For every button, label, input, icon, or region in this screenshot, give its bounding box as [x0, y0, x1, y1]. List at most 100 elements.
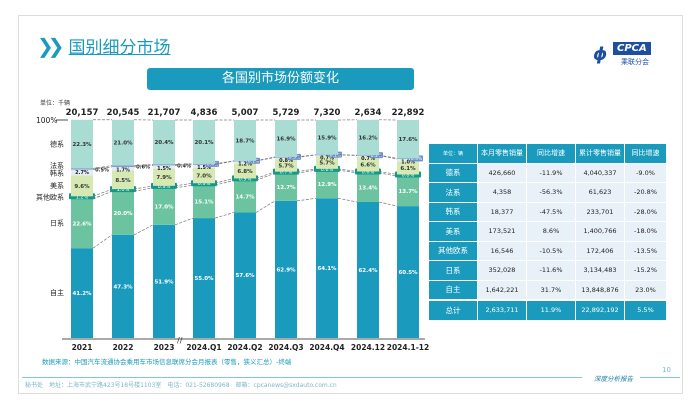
data-label: 20.0% [113, 211, 133, 217]
table-row: 韩系 18,377 -47.5% 233,701 -28.0% [428, 201, 667, 222]
dashed-connector [255, 171, 276, 179]
data-label: 6.6% [360, 162, 376, 168]
unit-label: 单位：千辆 [40, 100, 71, 107]
bar-segment-法系 [275, 156, 297, 158]
dashed-connector [174, 182, 194, 187]
data-label: 20.1% [194, 140, 214, 146]
dashed-connector [378, 155, 398, 160]
data-label: 1.2% [238, 161, 252, 167]
data-label: 18.7% [235, 138, 255, 144]
data-label: 0.3% [289, 155, 301, 161]
dashed-connector [214, 178, 235, 184]
bar-segment-日系 [193, 185, 215, 219]
dashed-connector [296, 169, 317, 174]
category-label: 2024.12 [351, 343, 385, 352]
dashed-connector [133, 185, 154, 190]
dashed-connector [174, 163, 194, 165]
data-label: 0.5% [95, 167, 109, 173]
bar-segment-韩系 [357, 155, 379, 158]
category-label: 2024.Q2 [227, 343, 262, 352]
data-label: 13.7% [398, 189, 418, 195]
table-cell: -47.5% [526, 201, 576, 222]
bar-segment-韩系 [193, 164, 215, 168]
data-label: 1.0% [401, 160, 415, 166]
table-total-row: 总计 2,633,711 11.9% 22,892,192 5.5% [428, 299, 667, 321]
bar-segment-韩系 [112, 166, 134, 171]
bar-segment-日系 [397, 176, 419, 207]
dashed-connector [92, 234, 113, 249]
dashed-connector [133, 164, 154, 168]
total-label: 7,320 [314, 108, 341, 118]
row-label: 日系 [428, 260, 478, 281]
data-label: 0.7% [361, 156, 375, 162]
bar-segment-日系 [316, 170, 338, 199]
data-label: 41.2% [72, 291, 92, 297]
data-label: 64.1% [317, 266, 337, 272]
data-label: 15.9% [317, 135, 337, 141]
column-header: 单位：辆 [428, 143, 478, 164]
cpca-logo: ϕ CPCA 乘联分会 [593, 40, 673, 72]
dashed-connector [214, 180, 235, 186]
bar-segment-自主 [316, 198, 338, 338]
dashed-connector [378, 171, 398, 175]
column-header: 同比增速 [624, 143, 667, 164]
dashed-connector [214, 212, 235, 219]
data-label: 12.7% [276, 185, 296, 191]
table-cell: 426,660 [477, 162, 527, 183]
dashed-connector [296, 154, 317, 158]
data-label: 5.7% [278, 163, 294, 169]
total-label: 22,892 [392, 108, 425, 118]
footer-divider-right [640, 377, 680, 378]
table-cell: 23.0% [624, 279, 667, 301]
bar-segment-美系 [234, 163, 256, 179]
table-row: 美系 173,521 8.6% 1,400,766 -18.0% [428, 221, 667, 242]
data-label: 7.9% [156, 175, 172, 181]
data-label: 0.4% [177, 163, 191, 169]
bar-segment-美系 [397, 161, 419, 175]
row-label: 法系 [428, 182, 478, 203]
table-cell: 5.5% [624, 299, 667, 321]
data-label: 22.6% [72, 222, 92, 228]
series-label: 日系 [50, 219, 64, 228]
table-header-row: 单位：辆 本月零售销量 同比增速 累计零售销量 同比增速 [428, 143, 667, 164]
series-label: 美系 [50, 181, 64, 190]
dashed-connector [296, 168, 317, 173]
dashed-connector [92, 188, 113, 197]
data-label: 20.4% [154, 140, 174, 146]
bar-segment-德系 [193, 120, 215, 164]
table-cell: -9.0% [624, 162, 667, 183]
dashed-connector [174, 217, 194, 226]
table-cell: -10.5% [526, 240, 576, 261]
dashed-connector [255, 156, 276, 162]
column-header: 累计零售销量 [575, 143, 625, 164]
dashed-connector [92, 166, 113, 170]
dashed-connector [133, 164, 154, 166]
data-label: 7.0% [196, 174, 212, 180]
bar-segment-德系 [357, 119, 379, 156]
bar-segment-日系 [275, 173, 297, 201]
bar-segment-美系 [357, 157, 379, 172]
bar-segment-自主 [112, 234, 134, 338]
data-label: 0.8% [402, 173, 415, 179]
bar-segment-日系 [153, 187, 175, 225]
data-label: 17.6% [398, 137, 418, 143]
table-cell: -56.3% [526, 182, 576, 203]
bar-segment-韩系 [153, 165, 175, 169]
bar-segment-日系 [357, 172, 379, 202]
data-label: 16.9% [276, 136, 296, 142]
bar-segment-法系 [234, 160, 256, 162]
footer-contact: 秘书处 地址：上海市武宁路423号18号楼1103室 电话：021-526809… [25, 382, 337, 389]
data-label: 16.2% [358, 135, 378, 141]
data-label: 1.2% [76, 194, 89, 200]
dashed-connector [378, 201, 398, 207]
category-label: 2024.1-12 [387, 343, 430, 352]
table-cell: 172,406 [575, 240, 625, 261]
bar-segment-德系 [234, 120, 256, 161]
bar-segment-日系 [71, 198, 93, 249]
row-label: 其他欧系 [428, 240, 478, 261]
series-label: 韩系 [50, 168, 64, 177]
data-label: 47.3% [113, 284, 133, 290]
table-cell: 1,642,221 [477, 279, 527, 301]
table-row: 德系 426,660 -11.9% 4,040,337 -9.0% [428, 162, 667, 183]
bar-segment-法系 [316, 154, 338, 156]
